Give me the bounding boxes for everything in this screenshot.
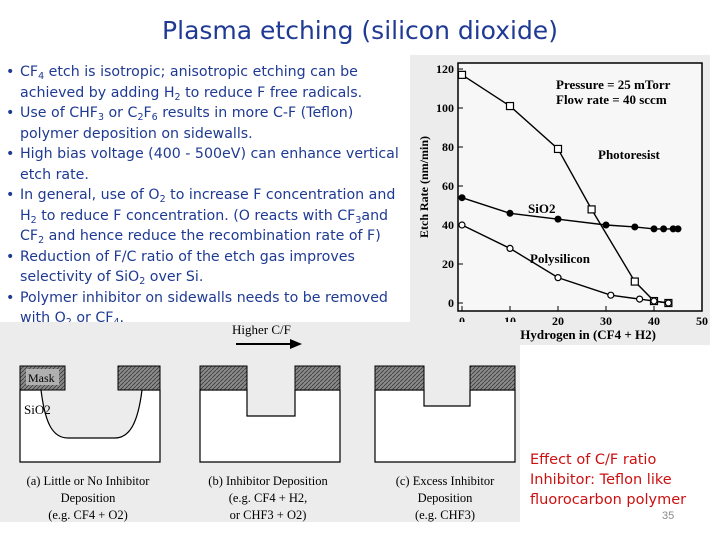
panel-c-caption-2: Deposition [418, 491, 474, 505]
panel-a-caption-2: Deposition [61, 491, 117, 505]
profile-panel-c [374, 365, 516, 463]
bullet-item: High bias voltage (400 - 500eV) can enha… [6, 144, 406, 185]
y-tick-label: 0 [448, 296, 454, 310]
data-point-photoresist [630, 277, 639, 286]
bullet-item: Use of CHF3 or C2F6 results in more C-F … [6, 103, 406, 144]
page-number: 35 [662, 510, 675, 522]
data-point-sio2 [458, 194, 466, 202]
data-point-photoresist [553, 144, 563, 154]
panel-a-caption-1: (a) Little or No Inhibitor [27, 474, 151, 488]
y-tick-label: 40 [442, 218, 454, 232]
higher-cf-label: Higher C/F [232, 322, 291, 337]
x-tick-label: 50 [696, 314, 708, 328]
y-tick-label: 20 [442, 257, 454, 271]
x-tick-label: 40 [648, 314, 660, 328]
bullet-item: In general, use of O2 to increase F conc… [6, 185, 406, 247]
panel-b-caption-1: (b) Inhibitor Deposition [208, 474, 328, 488]
data-point-sio2 [506, 209, 514, 217]
data-point-sio2 [650, 225, 658, 233]
y-tick-label: 100 [436, 101, 454, 115]
data-point-polysilicon [458, 221, 466, 229]
y-axis-label: Etch Rate (nm/min) [417, 136, 431, 238]
data-point-sio2 [674, 225, 682, 233]
chart-annotation-2: Flow rate = 40 sccm [556, 92, 667, 107]
caption-line-2: Inhibitor: Teflon like [530, 472, 672, 488]
data-point-sio2 [631, 223, 639, 231]
y-tick-label: 60 [442, 179, 454, 193]
panel-b-caption-2: (e.g. CF4 + H2, [229, 491, 308, 505]
x-axis-label: % Hydrogen in (CF4 + H2) [504, 327, 656, 342]
data-point-sio2 [554, 215, 562, 223]
x-tick-label: 30 [600, 314, 612, 328]
profile-panel-a: Mask SiO2 [19, 365, 161, 463]
y-tick-label: 120 [436, 62, 454, 76]
x-tick-label: 20 [552, 314, 564, 328]
data-point-polysilicon [554, 274, 562, 282]
data-point-sio2 [669, 225, 677, 233]
chart-annotation-1: Pressure = 25 mTorr [556, 77, 671, 92]
bullet-list: CF4 etch is isotropic; anisotropic etchi… [6, 62, 406, 329]
data-point-photoresist [505, 101, 515, 111]
data-point-sio2 [602, 221, 610, 229]
profile-panel-b [199, 365, 341, 463]
series-label-photoresist: Photoresist [598, 147, 661, 162]
etch-profile-diagram: Higher C/F Mask SiO2 (a) Little or No In… [0, 322, 520, 522]
bullet-item: CF4 etch is isotropic; anisotropic etchi… [6, 62, 406, 103]
y-tick-label: 80 [442, 140, 454, 154]
data-point-polysilicon [506, 244, 514, 252]
panel-c-caption-1: (c) Excess Inhibitor [396, 474, 495, 488]
panel-b-caption-3: or CHF3 + O2) [230, 508, 307, 522]
series-label-polysilicon: Polysilicon [530, 251, 591, 266]
caption-line-1: Effect of C/F ratio [530, 452, 657, 468]
caption-line-3: fluorocarbon polymer [530, 492, 687, 508]
data-point-polysilicon [636, 295, 644, 303]
bullet-item: Reduction of F/C ratio of the etch gas i… [6, 247, 406, 288]
mask-label: Mask [28, 371, 55, 385]
sio2-label: SiO2 [24, 402, 51, 417]
data-point-polysilicon [664, 299, 672, 307]
slide-title: Plasma etching (silicon dioxide) [162, 16, 558, 45]
data-point-photoresist [457, 70, 467, 79]
figure-caption: Effect of C/F ratio Inhibitor: Teflon li… [530, 450, 686, 510]
x-tick-label: 0 [459, 314, 465, 328]
panel-c-caption-3: (e.g. CHF3) [415, 508, 475, 522]
data-point-polysilicon [650, 297, 658, 305]
data-point-sio2 [660, 225, 668, 233]
series-label-sio2: SiO2 [528, 201, 555, 216]
data-point-photoresist [587, 205, 596, 214]
panel-a-caption-3: (e.g. CF4 + O2) [48, 508, 128, 522]
data-point-polysilicon [607, 291, 615, 299]
direction-arrow [236, 339, 302, 349]
